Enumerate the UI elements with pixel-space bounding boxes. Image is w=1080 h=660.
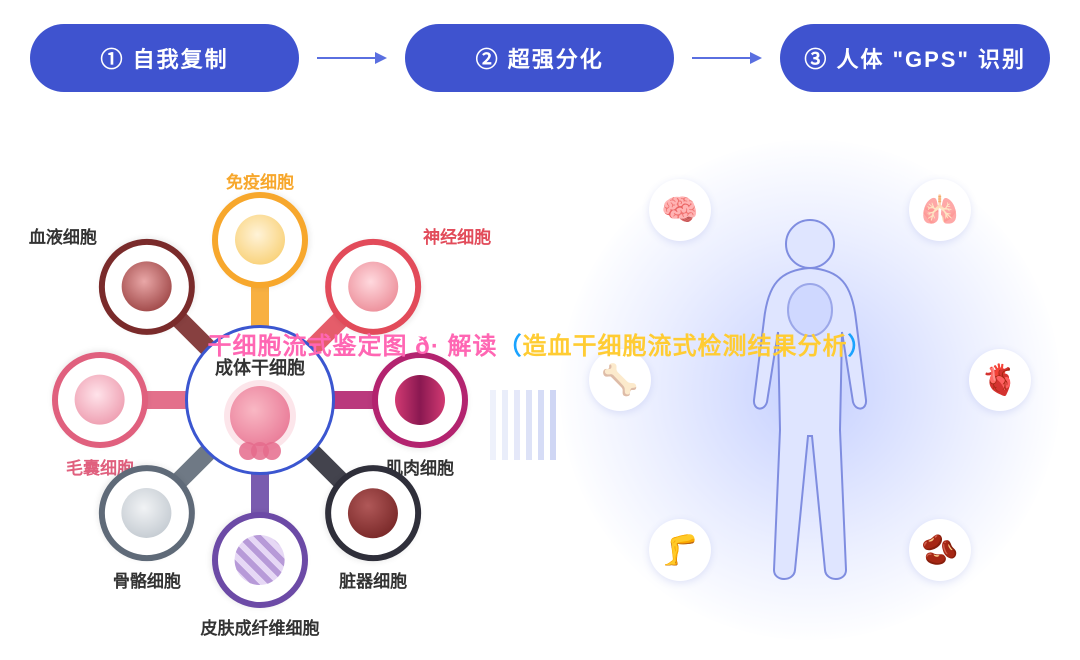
radial-diagram: 成体干细胞 免疫细胞神经细胞肌肉细胞脏器细胞皮肤成纤维细胞骨骼细胞毛囊细胞血液细… <box>0 140 520 660</box>
cell-node-icon <box>395 375 445 425</box>
pill-step-2: ② 超强分化 <box>405 24 674 92</box>
cell-node <box>52 352 148 448</box>
organ-lungs-icon: 🫁 <box>909 179 971 241</box>
pill-step-3: ③ 人体 "GPS" 识别 <box>780 24 1050 92</box>
cell-node <box>212 192 308 288</box>
cell-node <box>372 352 468 448</box>
arrow-icon <box>317 50 387 66</box>
overlay-segment: ） <box>848 333 873 360</box>
overlay-title: 干细胞流式鉴定图 ð· 解读（造血干细胞流式检测结果分析） <box>208 326 873 361</box>
cell-node-icon <box>235 215 285 265</box>
pill-num: ① <box>101 47 125 72</box>
cell-node-label: 神经细胞 <box>423 223 491 248</box>
arrow-icon <box>692 50 762 66</box>
cell-node-label: 免疫细胞 <box>226 168 294 193</box>
pill-label: 超强分化 <box>508 47 604 72</box>
human-silhouette-icon <box>720 210 900 590</box>
cell-node-label: 骨骼细胞 <box>113 567 181 592</box>
header-steps: ① 自我复制 ② 超强分化 ③ 人体 "GPS" 识别 <box>30 24 1050 92</box>
cell-node-icon <box>122 488 172 538</box>
cell-node-icon <box>235 535 285 585</box>
cell-node-label: 脏器细胞 <box>339 567 407 592</box>
center-blobs <box>242 442 278 460</box>
cell-node-label: 皮肤成纤维细胞 <box>201 614 320 639</box>
pill-label: 人体 "GPS" 识别 <box>836 47 1026 72</box>
organ-kidney-icon: 🫘 <box>909 519 971 581</box>
organ-joint-icon: 🦵 <box>649 519 711 581</box>
main-diagram: 成体干细胞 免疫细胞神经细胞肌肉细胞脏器细胞皮肤成纤维细胞骨骼细胞毛囊细胞血液细… <box>0 120 1080 642</box>
pill-num: ② <box>476 47 500 72</box>
cell-node-label: 血液细胞 <box>29 223 97 248</box>
overlay-segment: 造血干细胞流式检测结果分析 <box>523 333 848 360</box>
overlay-segment: （ <box>498 333 523 360</box>
cell-node-icon <box>122 262 172 312</box>
overlay-segment: 干细胞流式鉴定图 ð· 解读 <box>208 333 498 360</box>
cell-node-icon <box>348 488 398 538</box>
pill-step-1: ① 自我复制 <box>30 24 299 92</box>
transition-stripes-icon <box>490 390 560 460</box>
center-cell-icon <box>230 386 290 446</box>
body-panel: 🧠🫁🦴🫀🦵🫘 <box>560 140 1060 640</box>
organ-heart-icon: 🫀 <box>969 349 1031 411</box>
pill-num: ③ <box>804 47 828 72</box>
cell-node-icon <box>75 375 125 425</box>
cell-node <box>212 512 308 608</box>
cell-node-icon <box>348 262 398 312</box>
organ-brain-icon: 🧠 <box>649 179 711 241</box>
pill-label: 自我复制 <box>133 47 229 72</box>
